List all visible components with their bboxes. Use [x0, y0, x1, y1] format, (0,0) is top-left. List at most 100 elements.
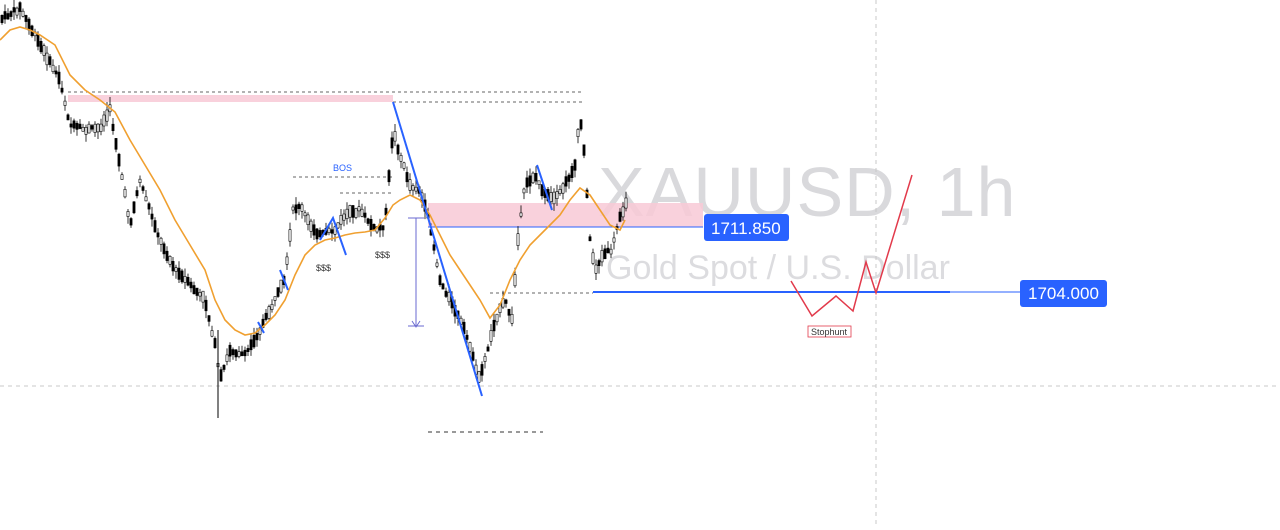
candle-body: [297, 203, 301, 210]
candle-body: [6, 13, 10, 20]
trendline-down-1: [392, 101, 483, 397]
candle-body: [351, 205, 355, 218]
liquidity-label-1: $$$: [316, 263, 331, 273]
candle-body: [27, 18, 31, 31]
candle-body: [126, 211, 130, 217]
candle-body: [609, 248, 613, 255]
price-tag-1704: 1704.000: [1020, 280, 1107, 307]
candle-body: [276, 287, 280, 297]
candle-body: [78, 123, 82, 129]
candle-body: [483, 356, 487, 362]
candle-body: [507, 308, 511, 316]
candle-body: [273, 296, 277, 301]
candle-body: [138, 178, 142, 183]
candle-body: [93, 123, 97, 133]
candle-body: [510, 313, 514, 324]
candle-body: [486, 346, 490, 352]
candle-body: [567, 174, 571, 182]
candle-body: [90, 125, 94, 130]
candle-body: [141, 186, 145, 191]
candle-body: [201, 290, 205, 303]
candle-body: [570, 166, 574, 179]
candle-body: [528, 175, 532, 187]
candle-body: [354, 208, 358, 218]
candle-body: [264, 312, 268, 320]
candle-body: [612, 237, 616, 243]
candle-body: [525, 177, 529, 188]
candle-body: [249, 339, 253, 351]
bos-label: BOS: [333, 163, 352, 173]
stophunt-label: Stophunt: [811, 327, 848, 337]
moving-average-line: [0, 26, 626, 336]
candle-body: [15, 7, 19, 16]
candle-body: [252, 334, 256, 348]
candle-body: [444, 290, 448, 297]
candle-body: [465, 334, 469, 340]
candle-body: [153, 220, 157, 233]
candle-body: [66, 114, 70, 121]
candle-body: [555, 191, 559, 199]
candle-body: [480, 364, 484, 376]
candle-body: [435, 262, 439, 267]
candle-body: [576, 129, 580, 137]
candle-body: [171, 260, 175, 272]
candle-body: [258, 327, 262, 335]
candle-body: [303, 212, 307, 217]
candle-body: [606, 247, 610, 254]
candle-body: [69, 123, 73, 128]
candle-body: [561, 183, 565, 194]
candle-body: [513, 274, 517, 287]
candle-body: [330, 229, 334, 234]
candle-body: [183, 275, 187, 283]
candle-body: [186, 276, 190, 286]
candle-body: [51, 64, 55, 72]
candle-body: [60, 87, 64, 93]
candle-body: [387, 170, 391, 183]
candle-body: [393, 131, 397, 142]
trendline-mini-2: [536, 164, 553, 211]
candle-body: [189, 281, 193, 289]
candle-body: [432, 244, 436, 251]
candle-body: [291, 206, 295, 211]
candle-body: [135, 190, 139, 197]
candle-body: [246, 348, 250, 352]
candle-body: [87, 123, 91, 134]
candle-body: [345, 208, 349, 219]
candle-body: [300, 204, 304, 212]
candle-body: [36, 34, 40, 47]
candle-body: [573, 159, 577, 171]
candle-body: [192, 285, 196, 295]
candle-body: [57, 71, 61, 85]
candle-body: [522, 188, 526, 194]
candle-body: [9, 11, 13, 17]
trendline-mini-1: [319, 215, 347, 256]
candle-body: [558, 189, 562, 194]
candle-body: [621, 206, 625, 218]
candle-body: [177, 267, 181, 280]
candle-body: [381, 225, 385, 231]
candle-body: [213, 338, 217, 349]
candle-body: [267, 306, 271, 319]
candle-body: [579, 119, 583, 130]
candle-body: [114, 138, 118, 150]
stophunt-box: [807, 325, 852, 338]
candle-body: [357, 206, 361, 212]
candle-body: [597, 260, 601, 266]
candle-body: [405, 172, 409, 183]
candle-body: [315, 228, 319, 240]
candle-body: [339, 215, 343, 225]
candle-body: [84, 127, 88, 135]
price-tag-1704-bg: [1020, 280, 1107, 307]
candle-body: [3, 11, 7, 20]
projection-path: [790, 174, 913, 318]
candle-body: [540, 184, 544, 197]
candle-body: [180, 270, 184, 283]
supply-zone-top: [68, 95, 393, 102]
candle-body: [42, 45, 46, 56]
candle-body: [306, 214, 310, 225]
candle-body: [117, 153, 121, 167]
candle-body: [408, 179, 412, 191]
candle-body: [237, 351, 241, 357]
